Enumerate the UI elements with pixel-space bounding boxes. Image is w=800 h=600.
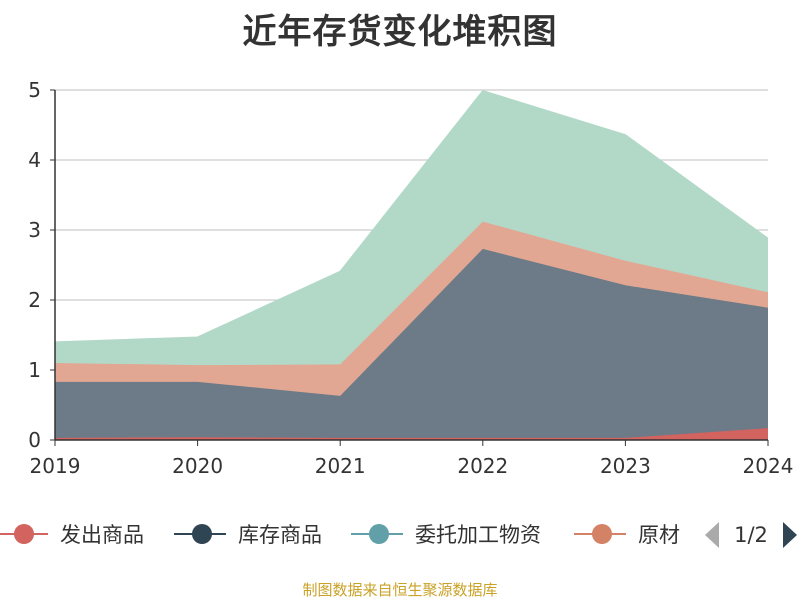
x-tick-label: 2019 (30, 454, 81, 478)
legend-dot-marker (369, 524, 389, 544)
legend-label: 原材 (638, 523, 680, 547)
area-原材料 (55, 221, 768, 396)
y-tick-label: 3 (28, 218, 41, 242)
y-tick-label: 4 (28, 148, 41, 172)
y-tick-label: 0 (28, 428, 41, 452)
x-tick-label: 2024 (743, 454, 794, 478)
legend-items[interactable]: 发出商品 库存商品 委托加工物资 原材 (0, 523, 680, 547)
x-tick-label: 2020 (172, 454, 223, 478)
x-tick-label: 2023 (600, 454, 651, 478)
legend-label: 委托加工物资 (415, 523, 541, 547)
y-tick-label: 5 (28, 78, 41, 102)
x-tick-label: 2021 (315, 454, 366, 478)
legend-item[interactable]: 原材 (574, 523, 680, 547)
axes: 0 1 2 3 4 5 2019 2020 2021 2022 2023 2024 (28, 78, 793, 478)
line-委托加工物资 (54, 90, 769, 343)
legend-dot-marker (14, 524, 34, 544)
y-tick-label: 1 (28, 358, 41, 382)
legend-item[interactable]: 发出商品 (0, 523, 144, 547)
legend[interactable]: 发出商品 库存商品 委托加工物资 原材 1/2 (0, 522, 797, 548)
area-库存商品 (55, 248, 768, 438)
legend-next-arrow-icon[interactable] (783, 522, 797, 548)
chart-title: 近年存货变化堆积图 (242, 12, 558, 52)
legend-label: 发出商品 (60, 523, 144, 547)
legend-page-indicator: 1/2 (734, 523, 768, 547)
source-note: 制图数据来自恒生聚源数据库 (302, 581, 498, 599)
legend-prev-arrow-icon[interactable] (705, 522, 719, 548)
legend-dot-marker (192, 524, 212, 544)
area-发出商品 (55, 428, 768, 440)
x-tick-label: 2022 (457, 454, 508, 478)
legend-label: 库存商品 (238, 523, 322, 547)
legend-item[interactable]: 委托加工物资 (351, 523, 541, 547)
y-tick-label: 2 (28, 288, 41, 312)
legend-dot-marker (592, 524, 612, 544)
legend-item[interactable]: 库存商品 (174, 523, 322, 547)
area-series (54, 90, 769, 440)
area-委托加工物资 (55, 90, 768, 366)
